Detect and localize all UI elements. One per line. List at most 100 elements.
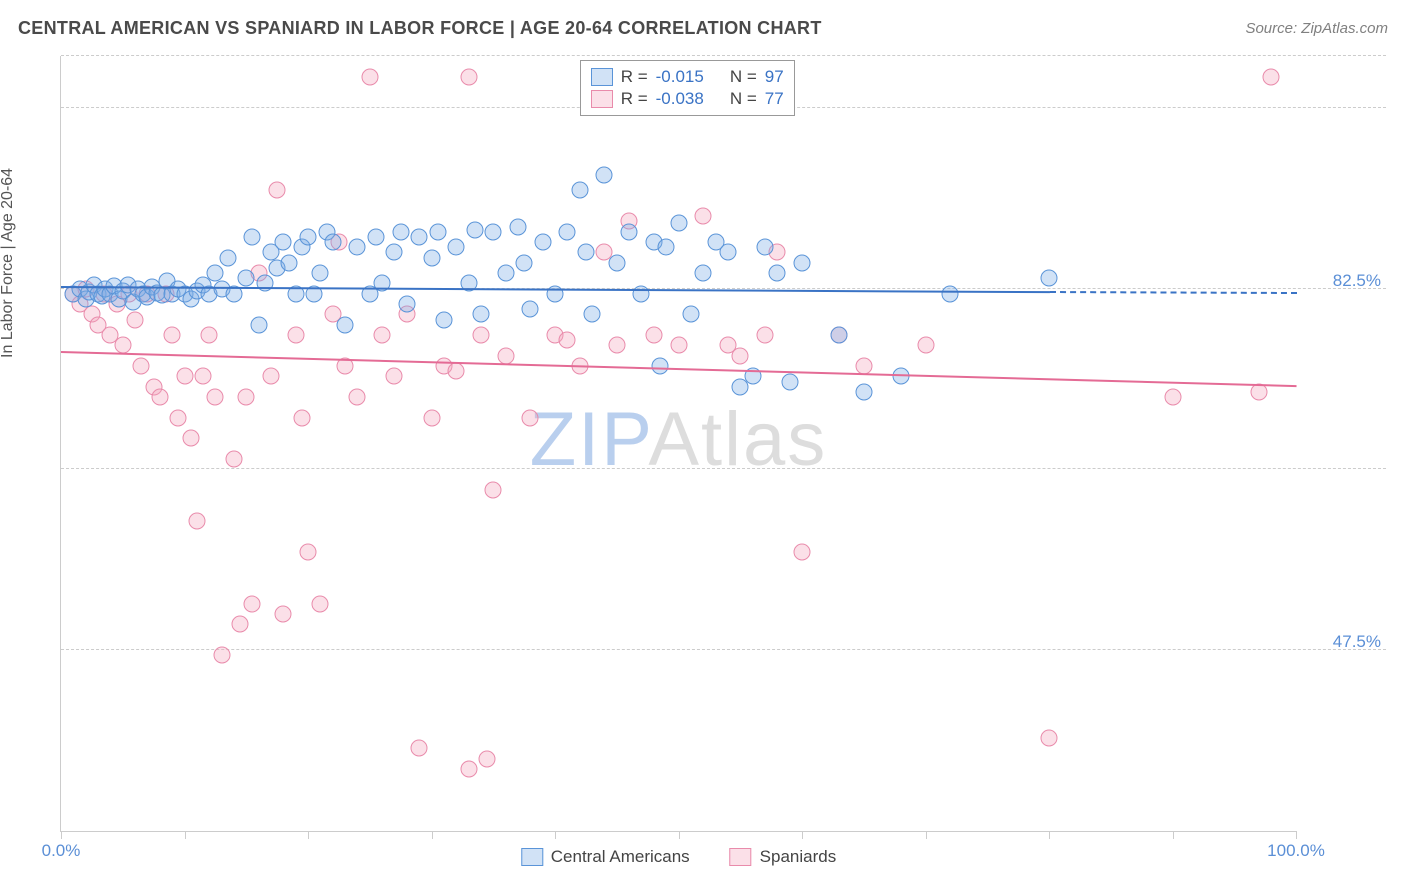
x-tick [185, 831, 186, 839]
scatter-point [497, 265, 514, 282]
legend-correlation-row: R =-0.038N =77 [591, 88, 784, 110]
scatter-point [522, 301, 539, 318]
scatter-point [392, 223, 409, 240]
scatter-point [509, 218, 526, 235]
scatter-point [855, 358, 872, 375]
gridline-h [61, 649, 1386, 650]
scatter-point [534, 234, 551, 251]
scatter-point [855, 383, 872, 400]
scatter-point [516, 254, 533, 271]
scatter-point [781, 373, 798, 390]
watermark: ZIPAtlas [530, 396, 828, 483]
scatter-point [1263, 68, 1280, 85]
legend-series-item: Spaniards [730, 847, 837, 867]
x-tick [1173, 831, 1174, 839]
scatter-point [256, 275, 273, 292]
y-tick-label: 82.5% [1301, 271, 1381, 291]
scatter-point [794, 544, 811, 561]
legend-series-label: Spaniards [760, 847, 837, 867]
scatter-point [577, 244, 594, 261]
scatter-point [942, 285, 959, 302]
x-tick [1049, 831, 1050, 839]
x-tick [555, 831, 556, 839]
scatter-point [658, 239, 675, 256]
scatter-point [485, 223, 502, 240]
legend-swatch-pink [730, 848, 752, 866]
scatter-point [435, 311, 452, 328]
scatter-point [151, 389, 168, 406]
scatter-point [367, 228, 384, 245]
scatter-point [337, 316, 354, 333]
x-tick-label: 100.0% [1267, 841, 1325, 861]
scatter-point [244, 595, 261, 612]
scatter-point [460, 761, 477, 778]
x-tick-label: 0.0% [42, 841, 81, 861]
scatter-point [312, 265, 329, 282]
scatter-point [182, 430, 199, 447]
x-tick [926, 831, 927, 839]
scatter-point [361, 68, 378, 85]
y-axis-label: In Labor Force | Age 20-64 [0, 168, 17, 358]
gridline-h [61, 55, 1386, 56]
scatter-point [1041, 730, 1058, 747]
scatter-point [472, 306, 489, 323]
scatter-point [300, 544, 317, 561]
scatter-point [448, 363, 465, 380]
scatter-point [621, 223, 638, 240]
scatter-point [645, 327, 662, 344]
scatter-point [479, 750, 496, 767]
scatter-point [281, 254, 298, 271]
scatter-point [411, 740, 428, 757]
scatter-point [287, 327, 304, 344]
scatter-point [207, 389, 224, 406]
scatter-point [293, 409, 310, 426]
plot-area: ZIPAtlas R =-0.015N =97R =-0.038N =77 Ce… [60, 56, 1296, 832]
legend-correlation-box: R =-0.015N =97R =-0.038N =77 [580, 60, 795, 116]
scatter-point [794, 254, 811, 271]
legend-swatch-blue [591, 68, 613, 86]
scatter-point [275, 234, 292, 251]
scatter-point [195, 368, 212, 385]
scatter-point [732, 347, 749, 364]
scatter-point [188, 513, 205, 530]
gridline-h [61, 468, 1386, 469]
scatter-point [411, 228, 428, 245]
scatter-point [448, 239, 465, 256]
scatter-point [1041, 270, 1058, 287]
n-value: 77 [765, 89, 784, 109]
scatter-point [682, 306, 699, 323]
scatter-point [769, 265, 786, 282]
legend-swatch-pink [591, 90, 613, 108]
scatter-point [497, 347, 514, 364]
scatter-point [386, 368, 403, 385]
scatter-point [1164, 389, 1181, 406]
scatter-point [262, 368, 279, 385]
legend-series: Central Americans Spaniards [521, 847, 836, 867]
scatter-point [571, 182, 588, 199]
scatter-point [170, 409, 187, 426]
legend-series-label: Central Americans [551, 847, 690, 867]
scatter-point [651, 358, 668, 375]
legend-swatch-blue [521, 848, 543, 866]
scatter-point [398, 296, 415, 313]
legend-series-item: Central Americans [521, 847, 690, 867]
scatter-point [349, 389, 366, 406]
scatter-point [225, 451, 242, 468]
scatter-point [460, 68, 477, 85]
scatter-point [596, 166, 613, 183]
x-tick [1296, 831, 1297, 839]
scatter-point [213, 647, 230, 664]
scatter-point [114, 337, 131, 354]
x-tick [802, 831, 803, 839]
scatter-point [127, 311, 144, 328]
scatter-point [522, 409, 539, 426]
scatter-point [485, 482, 502, 499]
x-tick [432, 831, 433, 839]
scatter-point [429, 223, 446, 240]
n-value: 97 [765, 67, 784, 87]
scatter-point [670, 337, 687, 354]
n-label: N = [730, 89, 757, 109]
scatter-point [584, 306, 601, 323]
scatter-point [633, 285, 650, 302]
scatter-point [238, 389, 255, 406]
